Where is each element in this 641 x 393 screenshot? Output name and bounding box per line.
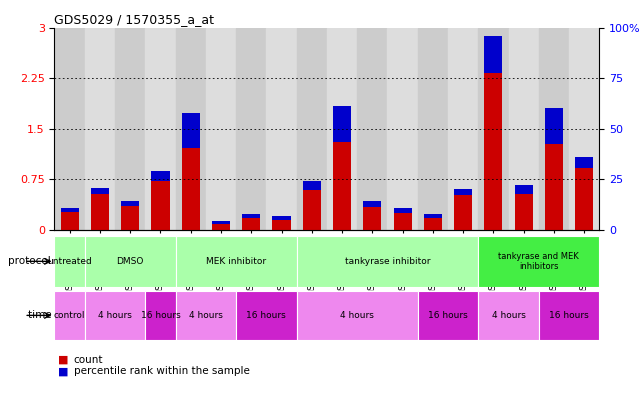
Text: control: control bbox=[54, 311, 85, 320]
Bar bbox=[242, 214, 260, 230]
Bar bbox=[91, 188, 109, 194]
Bar bbox=[297, 236, 478, 287]
Bar bbox=[212, 221, 230, 224]
Bar bbox=[85, 236, 176, 287]
Text: MEK inhibitor: MEK inhibitor bbox=[206, 257, 266, 266]
Bar bbox=[575, 157, 594, 168]
Text: 4 hours: 4 hours bbox=[98, 311, 132, 320]
Bar bbox=[363, 201, 381, 207]
Bar bbox=[151, 171, 169, 181]
Bar bbox=[303, 181, 321, 230]
Bar bbox=[176, 291, 236, 340]
Text: tankyrase and MEK
inhibitors: tankyrase and MEK inhibitors bbox=[499, 252, 579, 271]
Bar bbox=[454, 189, 472, 230]
Bar bbox=[115, 28, 146, 230]
Bar bbox=[515, 185, 533, 230]
Text: time: time bbox=[28, 310, 54, 320]
Text: GDS5029 / 1570355_a_at: GDS5029 / 1570355_a_at bbox=[54, 13, 215, 26]
Bar bbox=[394, 208, 412, 230]
Bar bbox=[569, 28, 599, 230]
Bar bbox=[539, 28, 569, 230]
Bar bbox=[151, 171, 169, 230]
Bar bbox=[539, 291, 599, 340]
Bar bbox=[485, 36, 503, 73]
Bar bbox=[85, 291, 146, 340]
Bar bbox=[333, 107, 351, 230]
Bar bbox=[212, 221, 230, 230]
Bar bbox=[357, 28, 387, 230]
Text: 16 hours: 16 hours bbox=[549, 311, 589, 320]
Text: ■: ■ bbox=[58, 366, 68, 376]
Bar bbox=[272, 217, 290, 230]
Bar bbox=[60, 208, 79, 212]
Bar bbox=[478, 28, 508, 230]
Bar bbox=[297, 28, 327, 230]
Bar bbox=[146, 28, 176, 230]
Bar bbox=[267, 28, 297, 230]
Bar bbox=[121, 201, 139, 230]
Bar bbox=[515, 185, 533, 194]
Bar bbox=[236, 291, 297, 340]
Bar bbox=[54, 236, 85, 287]
Bar bbox=[575, 157, 594, 230]
Bar bbox=[146, 291, 176, 340]
Bar bbox=[478, 291, 539, 340]
Bar bbox=[448, 28, 478, 230]
Text: 4 hours: 4 hours bbox=[189, 311, 223, 320]
Text: ■: ■ bbox=[58, 354, 68, 365]
Bar bbox=[181, 113, 200, 148]
Bar bbox=[206, 28, 236, 230]
Bar bbox=[508, 28, 539, 230]
Bar bbox=[54, 291, 85, 340]
Bar bbox=[394, 208, 412, 213]
Bar bbox=[242, 214, 260, 219]
Bar bbox=[485, 36, 503, 230]
Bar bbox=[181, 113, 200, 230]
Bar bbox=[424, 215, 442, 230]
Bar bbox=[327, 28, 357, 230]
Bar bbox=[54, 28, 85, 230]
Bar bbox=[236, 28, 267, 230]
Bar bbox=[297, 291, 418, 340]
Text: count: count bbox=[74, 354, 103, 365]
Text: 4 hours: 4 hours bbox=[340, 311, 374, 320]
Bar bbox=[85, 28, 115, 230]
Text: tankyrase inhibitor: tankyrase inhibitor bbox=[345, 257, 430, 266]
Text: percentile rank within the sample: percentile rank within the sample bbox=[74, 366, 249, 376]
Bar bbox=[303, 181, 321, 190]
Text: 16 hours: 16 hours bbox=[247, 311, 287, 320]
Bar bbox=[121, 201, 139, 206]
Text: 4 hours: 4 hours bbox=[492, 311, 526, 320]
Bar bbox=[424, 215, 442, 218]
Bar bbox=[333, 107, 351, 141]
Bar bbox=[545, 108, 563, 230]
Text: 16 hours: 16 hours bbox=[140, 311, 180, 320]
Bar bbox=[176, 28, 206, 230]
Bar bbox=[176, 236, 297, 287]
Bar bbox=[545, 108, 563, 143]
Bar bbox=[478, 236, 599, 287]
Text: 16 hours: 16 hours bbox=[428, 311, 468, 320]
Bar bbox=[91, 188, 109, 230]
Bar bbox=[272, 217, 290, 220]
Text: protocol: protocol bbox=[8, 256, 54, 266]
Bar bbox=[454, 189, 472, 195]
Bar bbox=[418, 28, 448, 230]
Bar bbox=[387, 28, 418, 230]
Bar bbox=[418, 291, 478, 340]
Bar bbox=[60, 208, 79, 230]
Text: DMSO: DMSO bbox=[117, 257, 144, 266]
Bar bbox=[363, 201, 381, 230]
Text: untreated: untreated bbox=[47, 257, 92, 266]
